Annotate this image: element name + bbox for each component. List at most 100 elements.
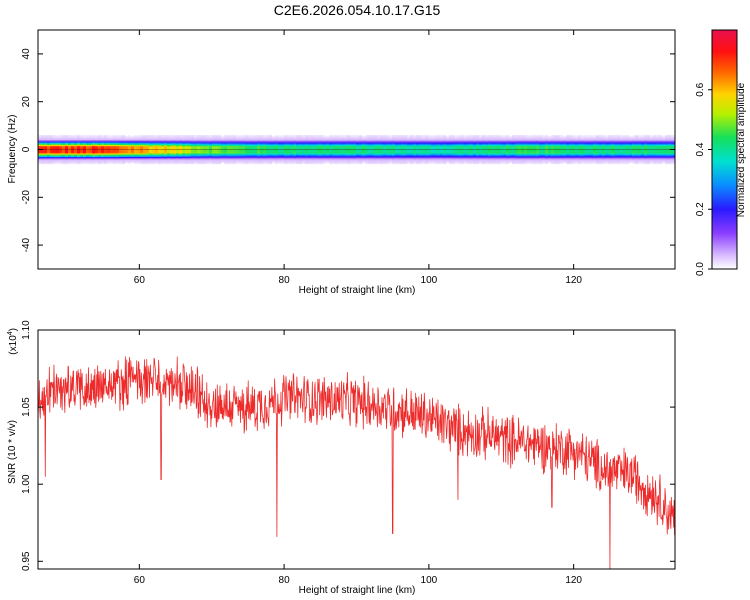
spectrogram-cell [587,138,591,141]
spectrogram-cell [509,149,513,151]
spectrogram-cell [632,159,636,161]
spectrogram-cell [350,156,354,159]
spectrogram-cell [104,156,108,159]
spectrogram-cell [635,138,639,141]
spectrogram-cell [608,147,612,149]
spectrogram-cell [647,156,651,159]
spectrogram-cell [509,145,513,148]
spectrogram-cell [338,147,342,149]
spectrogram-cell [92,143,96,146]
spectrogram-cell [212,142,216,144]
spectrogram-cell [575,155,579,157]
spectrogram-cell [395,155,399,157]
spectrogram-cell [497,159,501,161]
spectrogram-cell [74,149,78,151]
spectrogram-cell [452,161,456,163]
spectrogram-cell [641,161,645,163]
spectrogram-cell [536,144,540,147]
spectrogram-cell [620,147,624,149]
spectrogram-cell [290,143,294,146]
spectrogram-cell [392,154,396,156]
spectrogram-cell [221,136,225,138]
spectrogram-cell [185,135,189,137]
spectrogram-cell [152,149,156,151]
spectrogram-cell [461,154,465,156]
spectrogram-cell [614,149,618,151]
spectrogram-cell [647,141,651,143]
spectrogram-cell [293,161,297,163]
spectrogram-cell [404,153,408,155]
spectrogram-cell [515,149,519,151]
spectrogram-cell [143,156,147,159]
spectrogram-cell [302,160,306,162]
spectrogram-cell [152,159,156,161]
spectrogram-cell [503,135,507,137]
spectrogram-cell [395,148,399,150]
spectrogram-cell [77,135,81,137]
spectrogram-cell [377,157,381,160]
spectrogram-cell [335,151,339,154]
spectrogram-cell [236,153,240,155]
spectrogram-cell [374,155,378,157]
spectrogram-cell [89,150,93,153]
spectrogram-cell [434,149,438,151]
spectrogram-cell [107,139,111,142]
spectrogram-cell [356,154,360,156]
spectrogram-cell [263,143,267,146]
spectrogram-cell [404,137,408,140]
spectrogram-cell [218,139,222,142]
spectrogram-cell [569,142,573,144]
spectrogram-cell [542,147,546,149]
spectrogram-cell [68,143,72,146]
spectrogram-cell [278,142,282,144]
spectrogram-cell [245,153,249,155]
spectrogram-cell [440,155,444,157]
spectrogram-cell [434,143,438,146]
spectrogram-cell [287,156,291,159]
spectrogram-cell [128,154,132,156]
spectrogram-cell [563,147,567,149]
spectrogram-cell [458,162,462,165]
spectrogram-cell [452,136,456,138]
spectrogram-cell [524,139,528,142]
spectrogram-cell [635,161,639,163]
spectrogram-cell [203,150,207,153]
spectrogram-cell [434,162,438,165]
spectrogram-cell [182,138,186,141]
spectrogram-cell [449,153,453,155]
spectrogram-cell [188,162,192,165]
spectrogram-cell [95,161,99,163]
spectrogram-cell [389,136,393,138]
spectrogram-cell [485,135,489,137]
spectrogram-cell [113,142,117,144]
spectrogram-cell [182,149,186,151]
spectrogram-cell [560,143,564,146]
spectrogram-cell [470,135,474,137]
spectrogram-cell [620,139,624,142]
spectrogram-cell [308,155,312,157]
spectrogram-cell [335,148,339,150]
spectrogram-cell [500,148,504,150]
spectrogram-cell [380,145,384,148]
spectrogram-cell [125,136,129,138]
spectrogram-cell [317,149,321,151]
spectrogram-cell [221,141,225,143]
spectrogram-cell [296,153,300,155]
spectrogram-cell [434,148,438,150]
spectrogram-cell [56,144,60,147]
spectrogram-cell [638,153,642,155]
spectrogram-cell [338,159,342,161]
spectrogram-cell [110,157,114,160]
spectrogram-cell [395,157,399,160]
spectrogram-cell [512,153,516,155]
spectrogram-cell [386,138,390,141]
spectrogram-cell [266,149,270,151]
spectrogram-cell [77,161,81,163]
spectrogram-cell [182,137,186,140]
spectrogram-cell [128,144,132,147]
spectrogram-cell [233,145,237,148]
spectrogram-cell [284,155,288,157]
spectrogram-cell [626,154,630,156]
spectrogram-cell [95,151,99,154]
spectrogram-cell [161,155,165,157]
